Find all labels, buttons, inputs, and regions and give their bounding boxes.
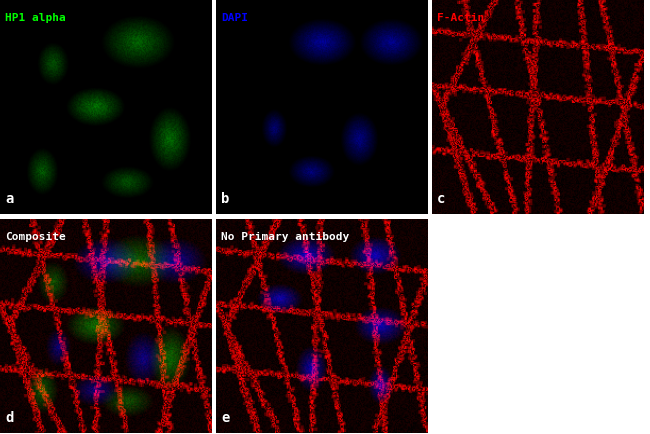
Text: No Primary antibody: No Primary antibody bbox=[221, 232, 350, 242]
Text: d: d bbox=[5, 411, 14, 425]
Text: c: c bbox=[437, 192, 445, 206]
Text: HP1 alpha: HP1 alpha bbox=[5, 13, 66, 23]
Text: b: b bbox=[221, 192, 229, 206]
Text: a: a bbox=[5, 192, 14, 206]
Text: DAPI: DAPI bbox=[221, 13, 248, 23]
Text: F-Actin: F-Actin bbox=[437, 13, 484, 23]
Text: Composite: Composite bbox=[5, 232, 66, 242]
Text: e: e bbox=[221, 411, 229, 425]
